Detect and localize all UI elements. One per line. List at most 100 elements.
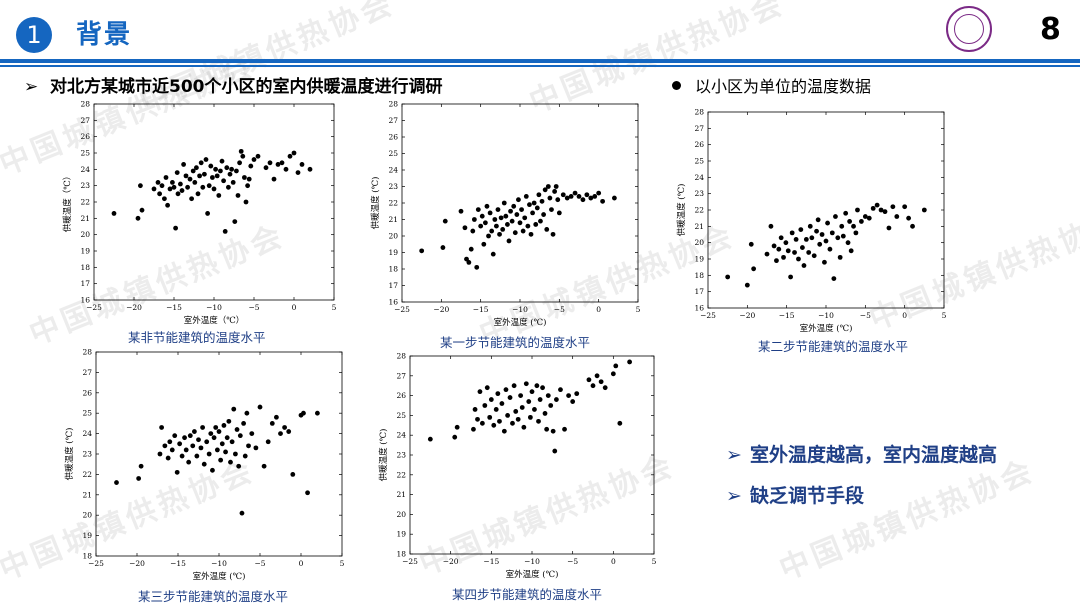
data-point	[562, 426, 567, 432]
data-point	[269, 421, 275, 426]
y-tick-label: 26	[388, 133, 398, 142]
data-point	[829, 230, 835, 236]
data-point	[789, 230, 795, 236]
data-point	[274, 414, 279, 420]
data-point	[792, 250, 797, 255]
data-point	[213, 425, 219, 430]
data-point	[202, 171, 207, 177]
data-point	[478, 223, 484, 229]
data-point	[800, 245, 805, 250]
data-point	[910, 223, 915, 229]
data-point	[151, 186, 157, 192]
data-point	[216, 429, 222, 434]
data-point	[513, 409, 519, 414]
data-point	[231, 406, 237, 412]
data-point	[580, 197, 586, 203]
data-point	[539, 198, 545, 204]
y-tick-label: 23	[694, 189, 704, 198]
data-point	[194, 165, 199, 171]
data-point	[466, 260, 472, 265]
y-tick-label: 20	[396, 510, 406, 519]
data-point	[213, 166, 219, 172]
data-point	[845, 240, 851, 246]
data-point	[785, 248, 791, 254]
data-point	[187, 176, 193, 182]
data-point	[825, 220, 830, 226]
data-point	[862, 214, 868, 219]
x-axis-label: 室外温度 (℃)	[506, 569, 559, 580]
arrow-bullet-icon: ➢	[24, 77, 39, 97]
data-point	[527, 414, 533, 420]
y-tick-label: 27	[80, 116, 90, 125]
data-point	[261, 463, 267, 469]
data-point	[503, 213, 509, 219]
data-point	[228, 459, 233, 465]
chart-caption: 某三步节能建筑的温度水平	[138, 589, 289, 604]
data-point	[545, 184, 551, 189]
x-tick-label: −15	[170, 559, 186, 568]
scatter-chart-step-one: −25 −20 −15 −10 −5 0 5 16 17 18 19 20 21 22 23 24 25 26 27…	[368, 100, 650, 351]
data-point	[788, 274, 793, 280]
data-point	[201, 461, 207, 467]
data-point	[471, 217, 477, 222]
y-tick-label: 28	[80, 100, 90, 109]
data-point	[536, 192, 542, 198]
data-point	[479, 420, 485, 426]
data-point	[536, 418, 541, 424]
y-tick-label: 20	[388, 232, 398, 241]
data-point	[219, 441, 225, 447]
data-point	[744, 282, 750, 288]
plot-frame	[409, 355, 655, 555]
data-point	[200, 425, 206, 430]
data-point	[170, 180, 175, 185]
data-point	[520, 228, 526, 234]
arrow-bullet-icon: ➢	[726, 485, 742, 507]
data-point	[246, 443, 251, 449]
chart-caption: 某一步节能建筑的温度水平	[440, 335, 591, 350]
data-point	[809, 235, 815, 241]
data-point	[237, 433, 243, 439]
data-point	[179, 188, 185, 193]
data-point	[814, 228, 819, 234]
x-tick-label: −10	[818, 311, 834, 320]
data-point	[764, 251, 770, 257]
data-point	[793, 237, 799, 242]
data-point	[278, 431, 283, 436]
y-tick-label: 26	[396, 391, 406, 400]
data-point	[287, 153, 293, 159]
data-point	[823, 238, 829, 244]
data-point	[544, 426, 550, 432]
scatter-chart-step-four: −25 −20 −15 −10 −5 0 5 18 19 20 21 22 23 24 25 26 27 28 室外…	[374, 350, 662, 604]
data-point	[162, 443, 168, 449]
data-point	[874, 202, 880, 208]
data-point	[221, 178, 227, 184]
data-point	[198, 445, 204, 451]
y-tick-label: 24	[82, 429, 92, 438]
y-tick-label: 17	[694, 287, 704, 296]
data-point	[549, 207, 554, 212]
header-divider	[0, 59, 1080, 63]
data-point	[282, 425, 287, 430]
x-axis-label: 室外温度 (℃)	[494, 317, 547, 328]
data-point	[921, 207, 927, 213]
data-point	[490, 251, 496, 257]
data-point	[198, 160, 204, 166]
data-point	[175, 191, 181, 197]
data-point	[479, 213, 485, 219]
data-point	[181, 162, 186, 167]
data-point	[514, 212, 520, 217]
data-point	[136, 476, 142, 481]
data-point	[796, 256, 801, 262]
data-point	[540, 385, 545, 391]
y-axis-label: 供暖温度 (℃)	[64, 428, 75, 481]
data-point	[167, 186, 173, 192]
data-point	[271, 176, 277, 182]
y-tick-label: 25	[388, 149, 398, 158]
y-tick-label: 28	[396, 352, 406, 361]
data-point	[748, 241, 754, 247]
y-tick-label: 25	[396, 411, 406, 420]
data-point	[537, 397, 543, 402]
x-tick-label: 5	[652, 557, 657, 566]
data-point	[627, 359, 632, 365]
data-point	[186, 459, 192, 465]
